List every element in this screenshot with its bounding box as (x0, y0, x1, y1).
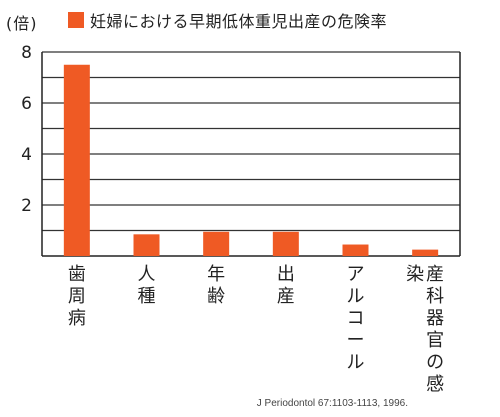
legend-label: 妊婦における早期低体重児出産の危険率 (90, 12, 388, 31)
y-tick-label: 6 (21, 94, 32, 114)
x-tick-label: 歯周病 (68, 264, 86, 329)
bar (203, 231, 230, 256)
bar (412, 249, 439, 256)
x-tick-label: 年齢 (207, 264, 225, 307)
x-tick-label: 人種 (138, 264, 156, 307)
bar (63, 64, 90, 256)
y-tick-label: 8 (21, 43, 32, 63)
x-tick-label: アルコール (347, 264, 365, 373)
x-tick-label: 出産 (277, 264, 295, 307)
bar (133, 234, 160, 256)
legend-swatch (68, 12, 84, 28)
y-tick-label: 2 (21, 196, 32, 216)
source-citation: J Periodontol 67:1103-1113, 1996. (256, 398, 408, 409)
bar (272, 231, 299, 256)
y-tick-label: 4 (21, 145, 32, 165)
legend: 妊婦における早期低体重児出産の危険率 (68, 8, 387, 32)
bar (342, 244, 369, 256)
y-unit-label: (倍) (6, 14, 38, 33)
x-tick-label: 産科器官の感染 (406, 264, 444, 395)
